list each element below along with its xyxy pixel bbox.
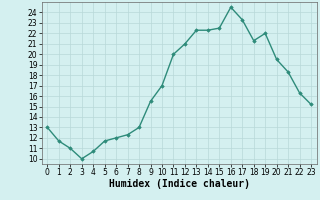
X-axis label: Humidex (Indice chaleur): Humidex (Indice chaleur) (109, 179, 250, 189)
